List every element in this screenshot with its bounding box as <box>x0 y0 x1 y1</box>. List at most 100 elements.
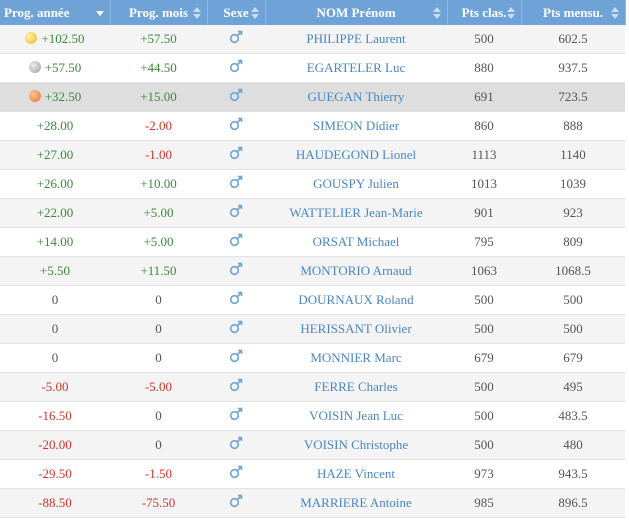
year-progress: 0 <box>51 350 59 365</box>
month-progress: 0 <box>155 292 162 307</box>
ranking-points: 679 <box>474 350 494 365</box>
year-progress-cell: +27.00 <box>0 140 110 170</box>
medal-icon <box>28 90 41 102</box>
year-progress: +27.00 <box>36 147 74 162</box>
header-label: Prog. mois <box>129 4 188 20</box>
name-cell: WATTELIER Jean-Marie <box>265 198 447 228</box>
player-row: 0 0 HERISSANT Olivier 500 500 <box>0 314 625 344</box>
ranking-points: 880 <box>474 60 494 75</box>
ranking-points: 691 <box>474 89 494 104</box>
month-progress: 0 <box>155 408 162 423</box>
sort-icon <box>506 7 515 19</box>
ranking-points-cell: 985 <box>447 488 521 518</box>
year-progress-cell: -5.00 <box>0 372 110 402</box>
ranking-points: 1113 <box>471 147 497 162</box>
month-progress: -75.50 <box>141 495 176 510</box>
month-progress-cell: +5.00 <box>110 227 207 257</box>
player-row: -88.50 -75.50 MARRIERE Antoine 985 896.5 <box>0 488 625 518</box>
ranking-points-cell: 500 <box>447 285 521 315</box>
name-cell: HAUDEGOND Lionel <box>265 140 447 170</box>
sex-icon <box>229 378 243 392</box>
month-progress: -2.00 <box>144 118 173 133</box>
player-name: VOISIN Jean Luc <box>309 408 403 423</box>
year-progress-cell: +32.50 <box>0 82 110 112</box>
ranking-points-cell: 500 <box>447 401 521 431</box>
ranking-points-cell: 691 <box>447 82 521 112</box>
month-progress: 0 <box>155 321 162 336</box>
name-cell: VOISIN Christophe <box>265 430 447 460</box>
sort-icon <box>250 7 259 19</box>
ranking-points: 973 <box>474 466 494 481</box>
month-progress-cell: +57.50 <box>110 25 207 54</box>
sex-cell <box>207 430 265 460</box>
player-name: EGARTELER Luc <box>306 60 406 75</box>
sex-icon <box>229 407 243 421</box>
ranking-points-cell: 973 <box>447 459 521 489</box>
month-progress-cell: +11.50 <box>110 256 207 286</box>
month-progress: +5.00 <box>143 234 174 249</box>
sex-icon <box>229 349 243 363</box>
ranking-points-cell: 500 <box>447 25 521 54</box>
player-name: WATTELIER Jean-Marie <box>289 205 423 220</box>
year-progress: -5.00 <box>41 379 69 394</box>
sex-cell <box>207 256 265 286</box>
player-row: +14.00 +5.00 ORSAT Michael 795 809 <box>0 227 625 257</box>
sex-cell <box>207 140 265 170</box>
sex-cell <box>207 488 265 518</box>
player-row: -20.00 0 VOISIN Christophe 500 480 <box>0 430 625 460</box>
sort-icon <box>432 7 441 19</box>
name-cell: MARRIERE Antoine <box>265 488 447 518</box>
monthly-points: 602.5 <box>558 31 588 46</box>
monthly-points-cell: 500 <box>521 285 625 315</box>
player-row: -16.50 0 VOISIN Jean Luc 500 483.5 <box>0 401 625 431</box>
monthly-points: 1039 <box>560 176 586 191</box>
year-progress-cell: +102.50 <box>0 25 110 54</box>
month-progress-cell: +10.00 <box>110 169 207 199</box>
sex-cell <box>207 372 265 402</box>
column-header[interactable]: Pts clas. <box>447 0 522 25</box>
monthly-points: 937.5 <box>558 60 588 75</box>
monthly-points-cell: 483.5 <box>521 401 625 431</box>
year-progress-cell: -20.00 <box>0 430 110 460</box>
table-body: +102.50 +57.50 PHILIPPE Laurent 500 602.5 +57… <box>0 25 625 518</box>
month-progress-cell: 0 <box>110 314 207 344</box>
column-header[interactable]: Pts mensu. <box>521 0 626 25</box>
name-cell: HAZE Vincent <box>265 459 447 489</box>
year-progress-cell: 0 <box>0 314 110 344</box>
monthly-points: 888 <box>563 118 583 133</box>
column-header[interactable]: Sexe <box>207 0 266 25</box>
sex-icon <box>229 59 243 73</box>
ranking-points-cell: 901 <box>447 198 521 228</box>
sex-icon <box>229 233 243 247</box>
column-header[interactable]: NOM Prénom <box>265 0 448 25</box>
sex-cell <box>207 314 265 344</box>
year-progress-cell: -88.50 <box>0 488 110 518</box>
name-cell: MONTORIO Arnaud <box>265 256 447 286</box>
sex-icon <box>229 204 243 218</box>
name-cell: SIMEON Didier <box>265 111 447 141</box>
year-progress-cell: +28.00 <box>0 111 110 141</box>
month-progress: +11.50 <box>140 263 177 278</box>
year-progress-cell: -16.50 <box>0 401 110 431</box>
column-header[interactable]: Prog. année <box>0 0 111 25</box>
monthly-points: 495 <box>563 379 583 394</box>
column-header[interactable]: Prog. mois <box>110 0 208 25</box>
ranking-points-cell: 500 <box>447 314 521 344</box>
player-row: +28.00 -2.00 SIMEON Didier 860 888 <box>0 111 625 141</box>
month-progress-cell: -75.50 <box>110 488 207 518</box>
name-cell: EGARTELER Luc <box>265 53 447 83</box>
month-progress: 0 <box>155 350 162 365</box>
player-name: HAUDEGOND Lionel <box>295 147 417 162</box>
month-progress-cell: 0 <box>110 430 207 460</box>
month-progress-cell: -1.50 <box>110 459 207 489</box>
month-progress: +15.00 <box>140 89 177 104</box>
month-progress-cell: 0 <box>110 343 207 373</box>
name-cell: VOISIN Jean Luc <box>265 401 447 431</box>
year-progress: +22.00 <box>36 205 74 220</box>
ranking-points: 1013 <box>471 176 497 191</box>
player-name: DOURNAUX Roland <box>298 292 414 307</box>
ranking-points: 500 <box>474 379 494 394</box>
sort-icon <box>95 11 104 16</box>
